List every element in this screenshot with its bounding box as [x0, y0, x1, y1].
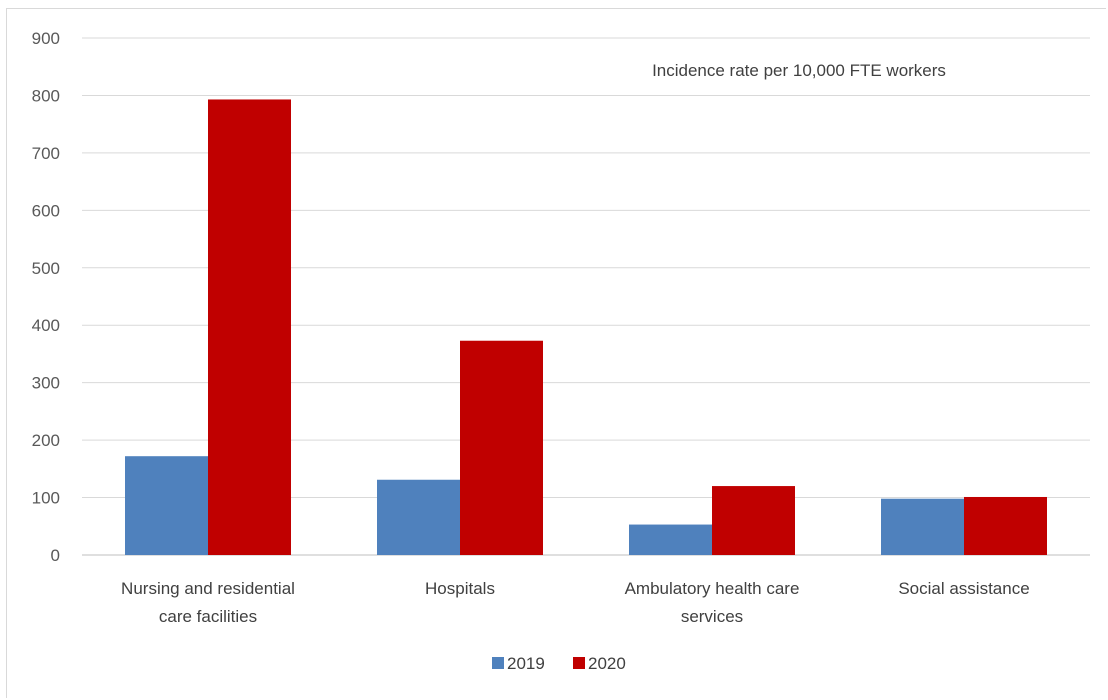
y-tick-label: 500 [32, 259, 60, 278]
x-axis-category-labels: Nursing and residential care facilities Ho… [121, 579, 1030, 626]
bar-2020 [712, 486, 795, 555]
x-category-label: services [681, 607, 743, 626]
y-tick-label: 900 [32, 29, 60, 48]
x-category-label: Nursing and residential [121, 579, 295, 598]
y-tick-label: 700 [32, 144, 60, 163]
gridlines [82, 37, 1090, 556]
y-tick-label: 300 [32, 374, 60, 393]
x-category-label: Hospitals [425, 579, 495, 598]
y-tick-label: 200 [32, 431, 60, 450]
bar-2020 [460, 340, 543, 555]
legend-label: 2019 [507, 654, 545, 673]
bar-2020 [964, 496, 1047, 555]
legend-swatch-2019 [492, 657, 504, 669]
bar-2019 [629, 524, 712, 555]
bar-2019 [125, 456, 208, 555]
legend: 2019 2020 [492, 654, 626, 673]
y-tick-label: 100 [32, 489, 60, 508]
bar-2020 [208, 99, 291, 556]
y-tick-label: 600 [32, 201, 60, 220]
bar-2019 [881, 498, 964, 555]
x-category-label: Social assistance [898, 579, 1029, 598]
x-category-label: Ambulatory health care [625, 579, 800, 598]
y-tick-label: 800 [32, 86, 60, 105]
bars [125, 99, 1047, 556]
x-category-label: care facilities [159, 607, 257, 626]
chart-annotation: Incidence rate per 10,000 FTE workers [652, 61, 946, 80]
legend-swatch-2020 [573, 657, 585, 669]
y-tick-label: 400 [32, 316, 60, 335]
y-axis-tick-labels: 0 100 200 300 400 500 600 700 800 900 [32, 29, 60, 565]
legend-label: 2020 [588, 654, 626, 673]
bar-2019 [377, 479, 460, 555]
chart-frame [6, 8, 1106, 698]
y-tick-label: 0 [51, 546, 60, 565]
